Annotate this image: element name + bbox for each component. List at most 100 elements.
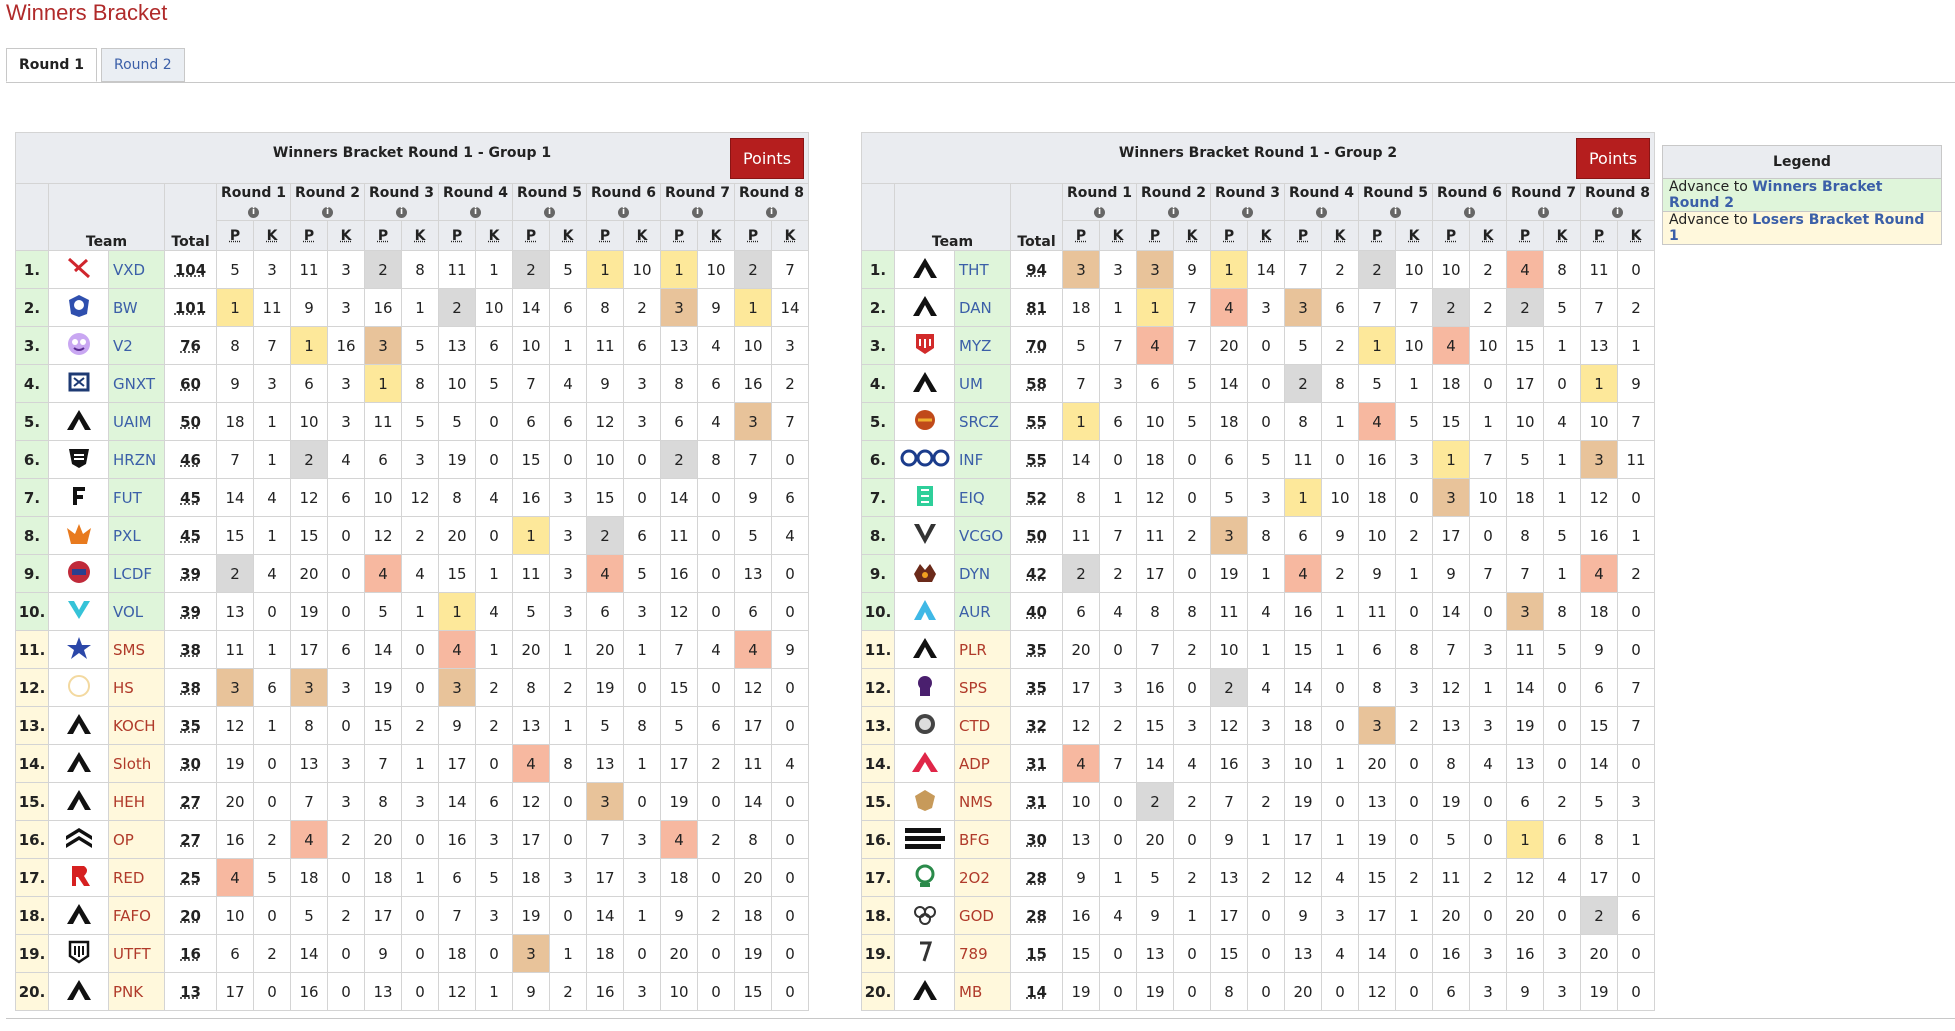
standings-row: 15. HEH 27 20 0 7 3 8 3 14 6 12 0 3 0 19 0 14 0: [15, 782, 809, 821]
placement-cell: 16: [512, 478, 550, 517]
team-name-link[interactable]: INF: [954, 440, 1011, 479]
team-name-link[interactable]: GOD: [954, 896, 1011, 935]
team-name-link[interactable]: HRZN: [108, 440, 165, 479]
team-name-link[interactable]: HS: [108, 668, 165, 707]
team-name-link[interactable]: UTFT: [108, 934, 165, 973]
info-icon[interactable]: i: [544, 207, 555, 218]
info-icon[interactable]: i: [470, 207, 481, 218]
kills-cell: 6: [475, 326, 513, 365]
round-header: Round 6 i: [1432, 183, 1507, 221]
team-name-link[interactable]: FAFO: [108, 896, 165, 935]
team-name-link[interactable]: HEH: [108, 782, 165, 821]
team-name-link[interactable]: CTD: [954, 706, 1011, 745]
info-icon[interactable]: i: [322, 207, 333, 218]
team-name-link[interactable]: 2O2: [954, 858, 1011, 897]
tab-round-2[interactable]: Round 2: [100, 48, 185, 82]
kills-cell: 3: [327, 668, 365, 707]
info-icon[interactable]: i: [1390, 207, 1401, 218]
team-name-link[interactable]: PNK: [108, 972, 165, 1011]
team-name-link[interactable]: VXD: [108, 250, 165, 289]
info-icon[interactable]: i: [1464, 207, 1475, 218]
apex-logo-icon: [48, 972, 109, 1011]
team-name-link[interactable]: DYN: [954, 554, 1011, 593]
team-name-link[interactable]: SRCZ: [954, 402, 1011, 441]
losers-bracket-round-1-link[interactable]: Losers Bracket Round 1: [1669, 212, 1925, 244]
kills-cell: 1: [253, 706, 291, 745]
team-name-link[interactable]: BW: [108, 288, 165, 327]
total-points: 35: [164, 706, 217, 745]
kills-cell: 0: [327, 972, 365, 1011]
team-name-link[interactable]: UAIM: [108, 402, 165, 441]
team-name-link[interactable]: AUR: [954, 592, 1011, 631]
team-name-link[interactable]: RED: [108, 858, 165, 897]
team-name-link[interactable]: VOL: [108, 592, 165, 631]
team-name-link[interactable]: FUT: [108, 478, 165, 517]
team-name-link[interactable]: 789: [954, 934, 1011, 973]
team-name-link[interactable]: PXL: [108, 516, 165, 555]
placement-cell: 10: [290, 402, 328, 441]
placement-cell: 20: [512, 630, 550, 669]
kills-cell: 1: [1099, 478, 1137, 517]
placement-cell: 13: [438, 326, 476, 365]
team-name-link[interactable]: ADP: [954, 744, 1011, 783]
team-name-link[interactable]: DAN: [954, 288, 1011, 327]
team-name-link[interactable]: OP: [108, 820, 165, 859]
info-icon[interactable]: i: [1242, 207, 1253, 218]
standings-row: 15. NMS 31 10 0 2 2 7 2 19 0 13 0 19 0 6 2 5 3: [861, 782, 1655, 821]
kills-abbr: K: [340, 227, 352, 244]
kills-cell: 0: [623, 440, 661, 479]
kills-header: K: [1543, 220, 1581, 251]
info-icon[interactable]: i: [766, 207, 777, 218]
team-name-link[interactable]: PLR: [954, 630, 1011, 669]
kills-cell: 2: [1469, 858, 1507, 897]
team-name-link[interactable]: UM: [954, 364, 1011, 403]
team-name-link[interactable]: BFG: [954, 820, 1011, 859]
winners-bracket-round-2-link[interactable]: Winners Bracket Round 2: [1669, 179, 1883, 211]
placement-cell: 13: [512, 706, 550, 745]
kills-cell: 1: [549, 706, 587, 745]
team-name-link[interactable]: THT: [954, 250, 1011, 289]
team-name-link[interactable]: MB: [954, 972, 1011, 1011]
team-name-link[interactable]: SMS: [108, 630, 165, 669]
info-icon[interactable]: i: [1612, 207, 1623, 218]
kills-cell: 5: [549, 250, 587, 289]
total-points: 50: [164, 402, 217, 441]
kills-cell: 0: [771, 858, 809, 897]
vcgo-logo-icon: [894, 516, 955, 555]
team-name-link[interactable]: KOCH: [108, 706, 165, 745]
team-name-link[interactable]: GNXT: [108, 364, 165, 403]
placement-cell: 1: [1432, 440, 1470, 479]
team-name-link[interactable]: LCDF: [108, 554, 165, 593]
info-icon[interactable]: i: [1094, 207, 1105, 218]
info-icon[interactable]: i: [1538, 207, 1549, 218]
placement-cell: 9: [1136, 896, 1174, 935]
kills-cell: 0: [697, 972, 735, 1011]
placement-cell: 8: [1506, 516, 1544, 555]
info-icon[interactable]: i: [1168, 207, 1179, 218]
team-name-link[interactable]: V2: [108, 326, 165, 365]
team-name-link[interactable]: NMS: [954, 782, 1011, 821]
rank-cell: 8.: [15, 516, 49, 555]
team-name-link[interactable]: MYZ: [954, 326, 1011, 365]
placement-cell: 18: [734, 896, 772, 935]
points-button[interactable]: Points: [730, 138, 804, 179]
info-icon[interactable]: i: [396, 207, 407, 218]
info-icon[interactable]: i: [692, 207, 703, 218]
kills-cell: 5: [1543, 288, 1581, 327]
team-name-link[interactable]: VCGO: [954, 516, 1011, 555]
placement-cell: 4: [364, 554, 402, 593]
placement-cell: 14: [216, 478, 254, 517]
points-button[interactable]: Points: [1576, 138, 1650, 179]
info-icon[interactable]: i: [618, 207, 629, 218]
info-icon[interactable]: i: [1316, 207, 1327, 218]
vxd-logo-icon: [48, 250, 109, 289]
tab-round-1[interactable]: Round 1: [6, 48, 97, 82]
team-header: Team: [894, 183, 1011, 251]
team-name-link[interactable]: Sloth: [108, 744, 165, 783]
team-name-link[interactable]: SPS: [954, 668, 1011, 707]
kills-cell: 6: [1543, 820, 1581, 859]
bfg-logo-icon: [894, 820, 955, 859]
kills-cell: 8: [1543, 592, 1581, 631]
info-icon[interactable]: i: [248, 207, 259, 218]
team-name-link[interactable]: EIQ: [954, 478, 1011, 517]
